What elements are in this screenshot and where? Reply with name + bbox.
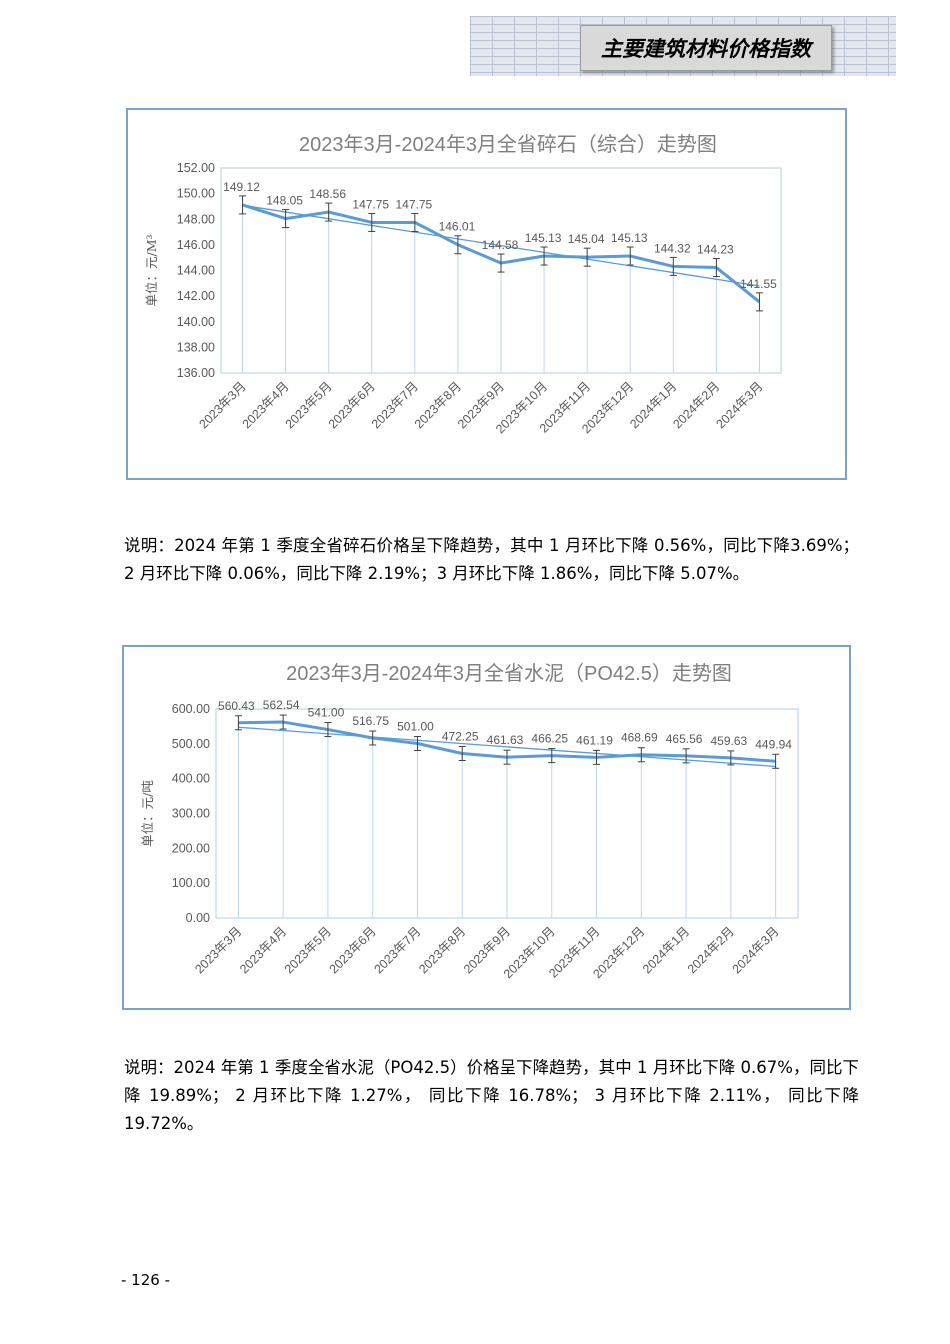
y-tick-label: 144.00 xyxy=(177,264,215,278)
y-tick-label: 148.00 xyxy=(177,212,215,226)
data-label: 449.94 xyxy=(755,737,792,751)
data-label: 472.25 xyxy=(442,729,479,743)
data-label: 461.19 xyxy=(576,733,613,747)
y-tick-label: 100.00 xyxy=(172,876,210,890)
chart-gravel: 2023年3月-2024年3月全省碎石（综合）走势图 136.00 138.00 14… xyxy=(126,108,847,480)
data-label: 145.13 xyxy=(525,231,562,245)
x-tick-label: 2023年5月 xyxy=(282,924,334,976)
note-cement: 说明：2024 年第 1 季度全省水泥（PO42.5）价格呈下降趋势，其中 1 … xyxy=(124,1057,859,1133)
data-label: 147.75 xyxy=(395,197,432,211)
y-tick-label: 142.00 xyxy=(177,289,215,303)
x-tick-label: 2023年7月 xyxy=(371,924,423,976)
y-tick-label: 600.00 xyxy=(172,702,210,716)
y-tick-label: 200.00 xyxy=(172,841,210,855)
data-label: 501.00 xyxy=(397,719,434,733)
chart-cement: 2023年3月-2024年3月全省水泥（PO42.5）走势图 0.00 100.00… xyxy=(122,645,851,1010)
x-tick-label: 2024年2月 xyxy=(685,924,737,976)
y-tick-label: 152.00 xyxy=(177,161,215,175)
data-label: 459.63 xyxy=(710,734,747,748)
data-label: 144.58 xyxy=(482,238,519,252)
x-tick-label: 2023年4月 xyxy=(237,924,289,976)
data-label: 148.05 xyxy=(266,194,303,208)
note-gravel: 说明：2024 年第 1 季度全省碎石价格呈下降趋势，其中 1 月环比下降 0.… xyxy=(124,535,859,583)
chart-gravel-svg: 2023年3月-2024年3月全省碎石（综合）走势图 136.00 138.00 14… xyxy=(144,133,782,436)
data-label: 465.56 xyxy=(666,732,703,746)
x-tick-label: 2024年1月 xyxy=(640,924,692,976)
data-label: 144.23 xyxy=(697,243,734,257)
chart-title: 2023年3月-2024年3月全省水泥（PO42.5）走势图 xyxy=(286,662,732,685)
chart-cement-svg: 2023年3月-2024年3月全省水泥（PO42.5）走势图 0.00 100.00… xyxy=(140,662,799,981)
y-tick-label: 500.00 xyxy=(172,737,210,751)
y-axis-label: 单位：元/吨 xyxy=(140,780,155,847)
y-tick-label: 150.00 xyxy=(177,187,215,201)
y-tick-label: 400.00 xyxy=(172,772,210,786)
data-label: 461.63 xyxy=(487,733,524,747)
y-tick-label: 0.00 xyxy=(186,911,210,925)
data-label: 468.69 xyxy=(621,731,658,745)
data-label: 145.13 xyxy=(611,231,648,245)
y-axis-label: 单位：元/M³ xyxy=(144,234,159,306)
data-label: 148.56 xyxy=(309,187,346,201)
data-label: 147.75 xyxy=(352,197,389,211)
data-label: 516.75 xyxy=(352,714,389,728)
data-label: 141.55 xyxy=(740,277,777,291)
x-tick-label: 2024年3月 xyxy=(730,924,782,976)
x-tick-label: 2023年3月 xyxy=(192,924,244,976)
data-label: 560.43 xyxy=(218,699,255,713)
y-tick-label: 136.00 xyxy=(177,366,215,380)
data-label: 562.54 xyxy=(263,698,300,712)
x-tick-label: 2023年6月 xyxy=(327,924,379,976)
header-title: 主要建筑材料价格指数 xyxy=(580,25,832,71)
x-tick-label: 2023年8月 xyxy=(416,924,468,976)
y-tick-label: 146.00 xyxy=(177,238,215,252)
y-tick-label: 138.00 xyxy=(177,340,215,354)
page-number: - 126 - xyxy=(121,1271,170,1289)
chart-title: 2023年3月-2024年3月全省碎石（综合）走势图 xyxy=(299,133,717,156)
x-tick-label: 2024年3月 xyxy=(713,379,765,431)
data-label: 149.12 xyxy=(223,180,260,194)
y-tick-label: 300.00 xyxy=(172,807,210,821)
data-label: 144.32 xyxy=(654,241,691,255)
y-tick-label: 140.00 xyxy=(177,315,215,329)
data-label: 541.00 xyxy=(308,706,345,720)
data-label: 145.04 xyxy=(568,232,605,246)
data-label: 146.01 xyxy=(439,220,476,234)
data-label: 466.25 xyxy=(531,732,568,746)
